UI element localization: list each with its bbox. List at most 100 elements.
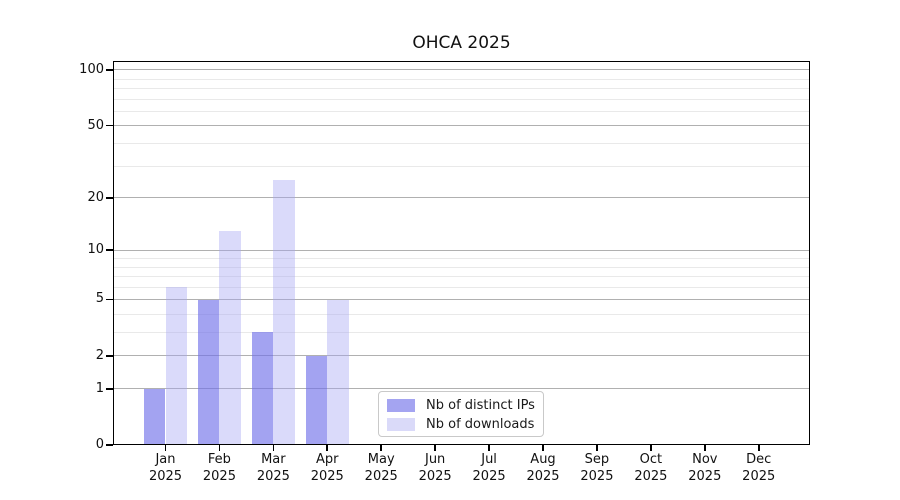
- x-tick-label: Mar 2025: [241, 452, 305, 485]
- x-tick-label-year: 2025: [526, 468, 560, 484]
- x-tick: [542, 445, 544, 451]
- legend-item-distinct-ips: Nb of distinct IPs: [387, 396, 543, 415]
- y-tick: [106, 249, 113, 252]
- x-tick-label: May 2025: [349, 452, 413, 485]
- bar-downloads: [219, 230, 242, 445]
- x-tick-label: Feb 2025: [187, 452, 251, 485]
- x-tick: [326, 445, 329, 451]
- y-gridline-minor: [113, 166, 810, 168]
- legend-label-downloads: Nb of downloads: [426, 417, 535, 432]
- x-tick-label: Apr 2025: [295, 452, 359, 485]
- y-gridline-minor: [113, 266, 810, 268]
- y-tick: [106, 196, 113, 199]
- y-tick-label: 5: [95, 291, 104, 307]
- y-tick-label: 0: [95, 437, 104, 452]
- x-tick-label: Oct 2025: [619, 452, 683, 485]
- y-gridline-minor: [113, 276, 810, 278]
- y-tick: [106, 354, 113, 357]
- x-tick: [488, 445, 490, 451]
- x-tick-label: Jun 2025: [403, 452, 467, 485]
- y-tick: [106, 444, 113, 446]
- y-gridline-minor: [113, 98, 810, 100]
- y-tick: [106, 124, 113, 127]
- y-tick-label: 10: [87, 242, 104, 258]
- legend: Nb of distinct IPs Nb of downloads: [378, 391, 544, 437]
- x-tick-label-month: Nov: [692, 452, 718, 467]
- y-gridline-minor: [113, 286, 810, 288]
- x-tick-label-month: Jul: [481, 452, 497, 467]
- legend-swatch-downloads-icon: [387, 418, 415, 431]
- y-tick-label: 1: [95, 380, 104, 396]
- x-tick: [596, 445, 598, 451]
- bar-downloads: [327, 299, 349, 445]
- y-gridline-major: [113, 196, 810, 198]
- y-gridline-minor: [113, 314, 810, 316]
- legend-swatch-distinct-ips-icon: [387, 399, 415, 412]
- y-tick: [106, 69, 113, 71]
- x-tick-label-month: Apr: [316, 452, 339, 467]
- legend-label-distinct-ips: Nb of distinct IPs: [426, 398, 535, 413]
- x-tick-label-year: 2025: [202, 468, 236, 484]
- x-tick: [380, 445, 382, 451]
- x-tick-label-month: Oct: [639, 452, 663, 467]
- bar-downloads: [273, 180, 295, 445]
- x-tick: [218, 445, 221, 451]
- x-tick-label-month: Sep: [584, 452, 610, 467]
- x-tick-label-year: 2025: [472, 468, 506, 484]
- x-tick-label-month: Jun: [424, 452, 446, 467]
- y-gridline-minor: [113, 332, 810, 334]
- y-gridline-minor: [113, 88, 810, 90]
- x-tick-label-month: Dec: [746, 452, 772, 467]
- x-tick-label: Jul 2025: [457, 452, 521, 485]
- x-tick-label-year: 2025: [310, 468, 344, 484]
- bar-distinct-ips: [143, 388, 166, 445]
- y-gridline-major: [113, 387, 810, 389]
- x-tick-label-year: 2025: [418, 468, 452, 484]
- y-gridline-minor: [113, 143, 810, 145]
- y-tick: [106, 387, 113, 390]
- bar-distinct-ips: [251, 332, 274, 445]
- y-tick-label: 50: [87, 117, 104, 133]
- x-tick-label: Jan 2025: [134, 452, 198, 485]
- y-gridline-major: [113, 124, 810, 126]
- x-tick: [704, 445, 706, 451]
- bar-downloads: [165, 286, 188, 445]
- y-gridline-minor: [113, 111, 810, 113]
- plot-area: [113, 61, 810, 445]
- x-tick-label: Aug 2025: [511, 452, 575, 485]
- x-tick-label-year: 2025: [742, 468, 776, 484]
- x-tick-label-month: May: [367, 452, 395, 467]
- x-tick: [650, 445, 652, 451]
- x-tick-label-year: 2025: [634, 468, 668, 484]
- y-tick: [106, 298, 113, 301]
- x-tick-label-month: Aug: [530, 452, 556, 467]
- x-tick-label-year: 2025: [256, 468, 290, 484]
- y-gridline-major: [113, 298, 810, 300]
- y-tick-label: 100: [79, 62, 104, 78]
- x-tick-label-month: Mar: [261, 452, 286, 467]
- x-tick-label-year: 2025: [580, 468, 614, 484]
- legend-item-downloads: Nb of downloads: [387, 415, 543, 434]
- y-gridline-major: [113, 69, 810, 71]
- x-tick-label-month: Feb: [207, 452, 231, 467]
- x-tick-label: Nov 2025: [673, 452, 737, 485]
- y-tick-label: 2: [95, 347, 104, 363]
- x-tick-label-year: 2025: [148, 468, 183, 484]
- x-tick: [434, 445, 436, 451]
- x-tick-label-month: Jan: [155, 452, 176, 467]
- x-tick-label-year: 2025: [364, 468, 398, 484]
- x-tick-label: Dec 2025: [727, 452, 791, 485]
- x-tick: [757, 445, 760, 451]
- y-tick-label: 20: [87, 189, 104, 205]
- bar-distinct-ips: [305, 355, 328, 445]
- chart-title: OHCA 2025: [412, 33, 511, 53]
- y-gridline-minor: [113, 78, 810, 80]
- bar-distinct-ips: [197, 299, 220, 445]
- y-gridline-major: [113, 355, 810, 357]
- x-tick: [164, 445, 167, 451]
- y-gridline-major: [113, 249, 810, 251]
- y-gridline-minor: [113, 258, 810, 259]
- x-tick-label: Sep 2025: [565, 452, 629, 485]
- x-tick: [272, 445, 275, 451]
